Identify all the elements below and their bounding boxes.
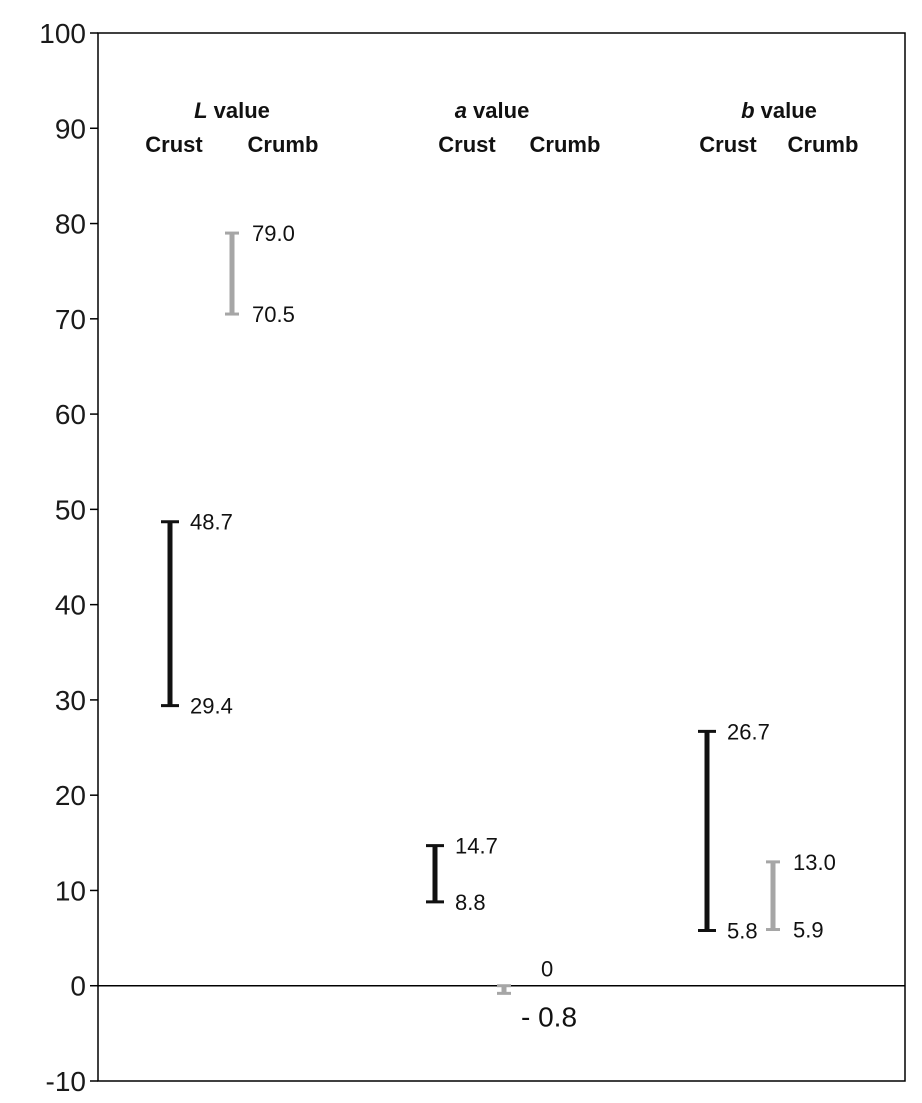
y-tick-label: 70 xyxy=(55,304,86,335)
max-value-label: 48.7 xyxy=(190,510,233,535)
group-title-italic: b xyxy=(741,98,754,123)
group-title-italic: L xyxy=(194,98,207,123)
y-tick-label: -10 xyxy=(46,1066,86,1097)
min-value-label: 70.5 xyxy=(252,302,295,327)
y-tick-label: 40 xyxy=(55,590,86,621)
group-title: b value xyxy=(741,98,817,123)
group-title-rest: value xyxy=(208,98,270,123)
plot-frame xyxy=(97,32,906,1082)
y-tick-label: 20 xyxy=(55,780,86,811)
axes xyxy=(97,32,906,1082)
y-tick-label: 60 xyxy=(55,399,86,430)
min-value-label: - 0.8 xyxy=(521,1001,577,1032)
min-value-label: 5.9 xyxy=(793,918,824,943)
y-tick-label: 30 xyxy=(55,685,86,716)
series-sub-label: Crumb xyxy=(530,132,601,157)
group-title-italic: a xyxy=(455,98,467,123)
y-tick-label: 50 xyxy=(55,494,86,525)
max-value-label: 14.7 xyxy=(455,834,498,859)
y-tick-label: 80 xyxy=(55,209,86,240)
series-sub-label: Crumb xyxy=(248,132,319,157)
series-sub-label: Crumb xyxy=(788,132,859,157)
value-labels: 48.7 29.4 79.0 70.5 14.7 8.8 0 - 0.8 26.7 5.8 13.0… xyxy=(190,221,836,1032)
min-value-label: 29.4 xyxy=(190,694,233,719)
group-title-rest: value xyxy=(467,98,529,123)
group-title: a value xyxy=(455,98,530,123)
max-value-label: 0 xyxy=(541,957,553,982)
series-sub-label: Crust xyxy=(699,132,757,157)
y-tick-label: 10 xyxy=(55,875,86,906)
max-value-label: 26.7 xyxy=(727,719,770,744)
min-value-label: 8.8 xyxy=(455,890,486,915)
group-title-rest: value xyxy=(755,98,817,123)
y-tick-label: 100 xyxy=(39,18,86,49)
max-value-label: 79.0 xyxy=(252,221,295,246)
group-title: L value xyxy=(194,98,270,123)
series-sub-label: Crust xyxy=(438,132,496,157)
range-bars xyxy=(161,231,780,995)
max-value-label: 13.0 xyxy=(793,850,836,875)
y-tick-label: 90 xyxy=(55,113,86,144)
y-tick-label: 0 xyxy=(70,971,86,1002)
series-sub-label: Crust xyxy=(145,132,203,157)
min-value-label: 5.8 xyxy=(727,918,758,943)
